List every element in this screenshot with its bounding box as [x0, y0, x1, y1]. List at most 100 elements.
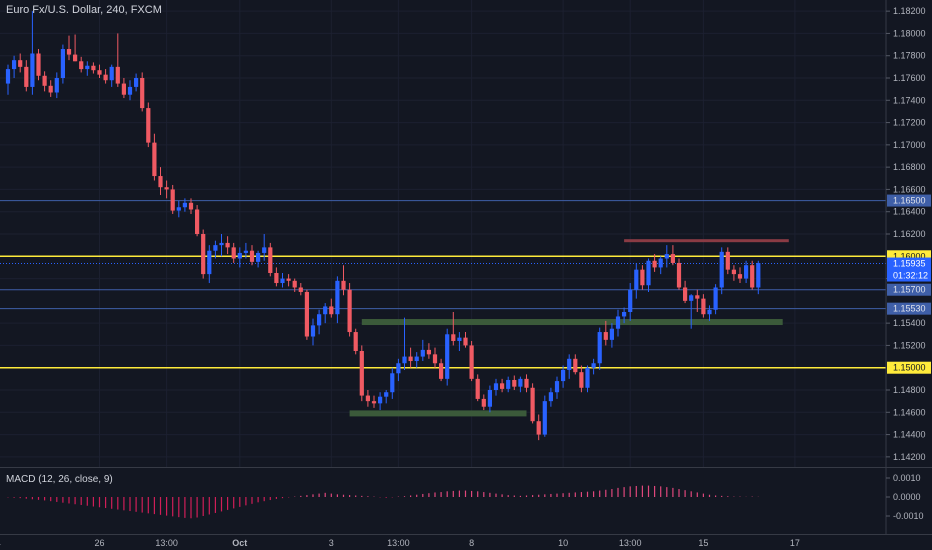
- candle-body: [756, 262, 761, 288]
- candle-body: [426, 349, 431, 355]
- time-tick-label: 26: [94, 538, 104, 548]
- candle-body: [323, 306, 328, 315]
- candle-body: [451, 334, 456, 341]
- candle-body: [243, 250, 248, 253]
- level-price-tag: 1.15530: [893, 304, 926, 314]
- price-tick-label: 1.18000: [893, 28, 926, 38]
- candle-body: [195, 209, 200, 234]
- candle-body: [579, 372, 584, 388]
- candle-body: [689, 295, 694, 301]
- candle-body: [457, 337, 462, 341]
- macd-pane[interactable]: 0.0010 0.0000 -0.0010: [0, 468, 932, 534]
- candle-body: [213, 245, 218, 251]
- candle-body: [329, 306, 334, 315]
- candle-body: [268, 247, 273, 273]
- candle-body: [658, 258, 663, 268]
- time-axis: 24 26 13:00 Oct 3 13:00 8 10 13:00 15 17: [0, 534, 932, 550]
- candle-body: [615, 316, 621, 329]
- price-tick-label: 1.14200: [893, 452, 926, 462]
- candle-body: [719, 251, 724, 288]
- current-price-tag: 1.15935: [893, 259, 926, 269]
- level-price-tag: 1.15700: [893, 285, 926, 295]
- price-chart[interactable]: 1.18200 1.18000 1.17800 1.17600 1.17400 1.172…: [0, 0, 932, 468]
- macd-tick-label: 0.0010: [893, 473, 921, 483]
- candle-body: [201, 234, 206, 275]
- time-tick-label: 17: [790, 538, 800, 548]
- candle-body: [207, 250, 212, 275]
- candle-body: [121, 83, 126, 95]
- candle-body: [262, 247, 267, 253]
- macd-tick-label: -0.0010: [893, 511, 924, 521]
- candle-body: [103, 74, 108, 81]
- candle-body: [188, 202, 194, 210]
- chart-title: Euro Fx/U.S. Dollar, 240, FXCM: [6, 4, 162, 16]
- candle-body: [640, 269, 645, 286]
- candle-body: [280, 278, 285, 284]
- price-tick-label: 1.18200: [893, 6, 926, 16]
- candle-body: [676, 262, 682, 288]
- time-tick-label: 15: [698, 538, 708, 548]
- candle-body: [48, 85, 53, 93]
- price-tick-label: 1.17800: [893, 51, 926, 61]
- candle-body: [567, 358, 572, 370]
- candle-body: [695, 295, 700, 299]
- candle-body: [396, 363, 401, 374]
- candle-body: [414, 356, 419, 362]
- candle-body: [115, 66, 120, 84]
- candle-body: [744, 265, 749, 279]
- candle-body: [347, 289, 352, 333]
- candle-body: [365, 395, 370, 402]
- candle-body: [481, 398, 486, 407]
- candle-body: [176, 207, 181, 211]
- time-tick-label: 10: [558, 538, 568, 548]
- candle-body: [634, 269, 639, 290]
- candle-body: [530, 387, 535, 422]
- price-tick-label: 1.17000: [893, 140, 926, 150]
- candle-body: [384, 392, 389, 397]
- macd-axis-background: [886, 468, 932, 534]
- candle-body: [707, 309, 712, 315]
- candle-body: [134, 78, 139, 87]
- candle-body: [701, 298, 706, 315]
- candle-body: [524, 378, 529, 388]
- candle-body: [158, 176, 163, 188]
- price-tick-label: 1.16400: [893, 207, 926, 217]
- candle-body: [286, 278, 291, 281]
- candle-body: [30, 53, 35, 87]
- candle-body: [750, 265, 755, 288]
- candle-body: [298, 287, 303, 292]
- candle-body: [463, 337, 468, 346]
- time-tick-label: 24: [0, 538, 1, 548]
- candle-body: [60, 49, 65, 78]
- candle-body: [304, 291, 309, 337]
- candle-body: [652, 260, 657, 268]
- candle-body: [554, 381, 560, 393]
- candle-body: [152, 142, 157, 177]
- candle-body: [219, 242, 224, 246]
- candle-body: [731, 269, 736, 275]
- candle-body: [256, 252, 261, 262]
- candle-body: [646, 260, 651, 286]
- candle-body: [310, 325, 316, 337]
- candle-body: [353, 332, 358, 351]
- candle-body: [512, 379, 517, 387]
- candle-body: [725, 251, 730, 270]
- candle-body: [518, 378, 523, 387]
- time-axis-background: [0, 534, 932, 550]
- candle-body: [85, 65, 90, 70]
- time-tick-label: 13:00: [387, 538, 410, 548]
- price-tick-label: 1.15200: [893, 340, 926, 350]
- candle-body: [475, 378, 480, 399]
- candle-body: [127, 86, 133, 95]
- price-tick-label: 1.14400: [893, 430, 926, 440]
- candle-body: [24, 66, 29, 87]
- candle-body: [335, 280, 340, 315]
- candle-body: [609, 328, 614, 340]
- macd-label: MACD (12, 26, close, 9): [6, 474, 113, 485]
- level-price-tag-bg: [887, 361, 931, 374]
- candle-body: [628, 289, 633, 312]
- candle-body: [536, 421, 541, 435]
- time-tick-label: 13:00: [619, 538, 642, 548]
- level-price-tag: 1.16500: [893, 196, 926, 206]
- candle-body: [603, 332, 608, 340]
